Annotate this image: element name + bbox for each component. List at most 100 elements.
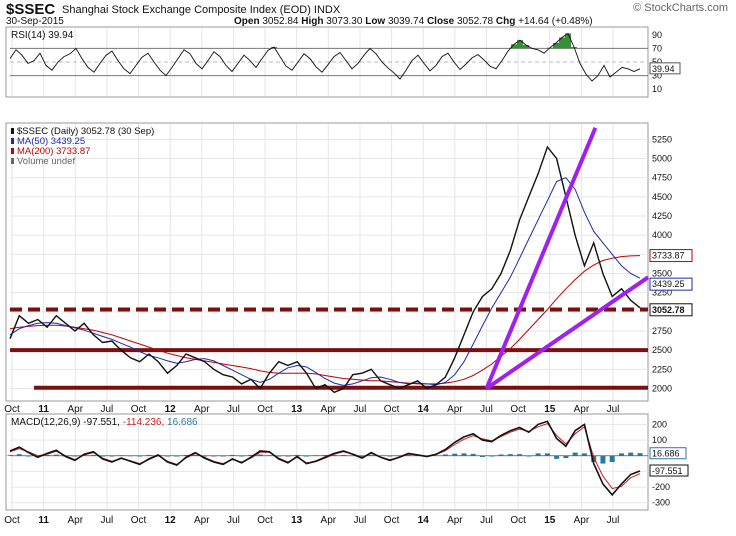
macd-value-tag: -97.551 bbox=[652, 466, 683, 476]
price-x-tick: 14 bbox=[418, 404, 430, 415]
macd-x-tick: Oct bbox=[510, 515, 526, 526]
macd-histogram-bar bbox=[221, 456, 226, 457]
macd-histogram-bar bbox=[54, 455, 59, 456]
macd-x-tick: Oct bbox=[257, 515, 273, 526]
exchange-label: INDX bbox=[314, 4, 341, 16]
high-label: High bbox=[301, 16, 323, 27]
macd-histogram-bar bbox=[174, 456, 179, 457]
low-value: 3039.74 bbox=[388, 16, 425, 27]
macd-x-tick: Apr bbox=[194, 515, 210, 526]
price-legend-swatch bbox=[11, 128, 14, 134]
macd-histogram-bar bbox=[211, 456, 216, 457]
macd-histogram-bar bbox=[600, 456, 605, 464]
macd-histogram-bar bbox=[258, 454, 263, 455]
price-x-tick: 11 bbox=[38, 404, 49, 415]
macd-histogram-bar bbox=[638, 453, 643, 456]
price-y-tick: 5250 bbox=[652, 134, 672, 144]
macd-histogram-bar bbox=[536, 453, 541, 455]
price-x-tick: Apr bbox=[194, 404, 210, 415]
macd-histogram-bar bbox=[276, 456, 281, 457]
index-name: Shanghai Stock Exchange Composite Index … bbox=[62, 4, 311, 16]
price-x-tick: Apr bbox=[67, 404, 83, 415]
macd-histogram-bar bbox=[323, 455, 328, 456]
price-y-tick: 4500 bbox=[652, 192, 672, 202]
macd-histogram-bar bbox=[619, 453, 624, 455]
price-x-tick: Jul bbox=[227, 404, 240, 415]
price-y-tick: 2000 bbox=[652, 384, 672, 394]
price-x-tick: 13 bbox=[291, 404, 303, 415]
macd-legend: MACD(12,26,9) -97.551, -114.236, 16.686 bbox=[11, 417, 198, 428]
price-x-tick: Apr bbox=[321, 404, 337, 415]
price-y-tick: 3500 bbox=[652, 269, 672, 279]
macd-x-tick: Jul bbox=[227, 515, 240, 526]
price-x-tick: Apr bbox=[574, 404, 590, 415]
rsi-y-tick: 90 bbox=[652, 30, 662, 40]
macd-x-tick: Jul bbox=[480, 515, 493, 526]
macd-x-tick: Apr bbox=[67, 515, 83, 526]
macd-histogram-bar bbox=[230, 455, 235, 456]
close-value: 3052.78 bbox=[457, 16, 494, 27]
macd-x-tick: Oct bbox=[4, 515, 20, 526]
macd-histogram-bar bbox=[517, 454, 522, 456]
macd-x-tick: Jul bbox=[354, 515, 367, 526]
macd-x-tick: 15 bbox=[544, 515, 556, 526]
rsi-y-tick: 70 bbox=[652, 43, 662, 53]
price-y-tick: 4250 bbox=[652, 211, 672, 221]
last-value-tag-ma200: 3733.87 bbox=[652, 251, 685, 261]
macd-legend-entry: -97.551, bbox=[83, 417, 122, 428]
price-x-tick: Oct bbox=[510, 404, 526, 415]
macd-histogram-bar bbox=[100, 456, 105, 457]
macd-histogram-bar bbox=[461, 453, 466, 455]
macd-histogram-bar bbox=[582, 453, 587, 455]
price-y-tick: 4750 bbox=[652, 173, 672, 183]
rsi-overbought-fill bbox=[565, 33, 571, 48]
macd-histogram-bar bbox=[109, 456, 114, 457]
price-legend-swatch bbox=[11, 158, 14, 164]
macd-histogram-bar bbox=[91, 455, 96, 456]
price-y-tick: 2750 bbox=[652, 326, 672, 336]
macd-x-tick: Jul bbox=[607, 515, 620, 526]
macd-x-tick: Jul bbox=[100, 515, 113, 526]
macd-y-tick: -300 bbox=[652, 498, 670, 508]
macd-histogram-bar bbox=[341, 455, 346, 456]
macd-x-tick: 13 bbox=[291, 515, 303, 526]
macd-x-tick: Oct bbox=[384, 515, 400, 526]
price-legend-swatch bbox=[11, 148, 14, 154]
price-panel bbox=[6, 123, 648, 401]
price-x-tick: Jul bbox=[607, 404, 620, 415]
macd-histogram-bar bbox=[193, 455, 198, 456]
macd-histogram-bar bbox=[554, 456, 559, 459]
rsi-legend: RSI(14) 39.94 bbox=[11, 30, 74, 41]
macd-histogram-bar bbox=[387, 456, 392, 457]
macd-histogram-bar bbox=[285, 456, 290, 457]
macd-histogram-bar bbox=[165, 456, 170, 457]
chart-date: 30-Sep-2015 bbox=[6, 16, 64, 27]
macd-histogram-bar bbox=[72, 456, 77, 457]
macd-legend-entry: MACD(12,26,9) bbox=[11, 417, 83, 428]
copyright: © StockCharts.com bbox=[633, 2, 728, 14]
open-label: Open bbox=[234, 16, 260, 27]
rsi-last-value: 39.94 bbox=[652, 64, 675, 74]
price-legend-entry: Volume undef bbox=[17, 156, 75, 167]
price-y-tick: 2500 bbox=[652, 345, 672, 355]
high-value: 3073.30 bbox=[326, 16, 363, 27]
macd-histogram-bar bbox=[573, 453, 578, 456]
price-x-tick: Jul bbox=[480, 404, 493, 415]
macd-histogram-bar bbox=[45, 455, 50, 456]
price-x-tick: Oct bbox=[4, 404, 20, 415]
price-legend-swatch bbox=[11, 138, 14, 144]
rsi-overbought-fill bbox=[553, 43, 559, 48]
macd-histogram-bar bbox=[471, 454, 476, 456]
price-x-tick: Jul bbox=[100, 404, 113, 415]
open-value: 3052.84 bbox=[262, 16, 299, 27]
macd-histogram-bar bbox=[8, 455, 13, 456]
macd-histogram-bar bbox=[499, 454, 504, 455]
price-y-tick: 5000 bbox=[652, 154, 672, 164]
price-y-tick: 2250 bbox=[652, 364, 672, 374]
price-x-tick: Apr bbox=[447, 404, 463, 415]
macd-x-tick: 12 bbox=[165, 515, 177, 526]
macd-histogram-bar bbox=[239, 456, 244, 457]
macd-histogram-bar bbox=[146, 455, 151, 456]
